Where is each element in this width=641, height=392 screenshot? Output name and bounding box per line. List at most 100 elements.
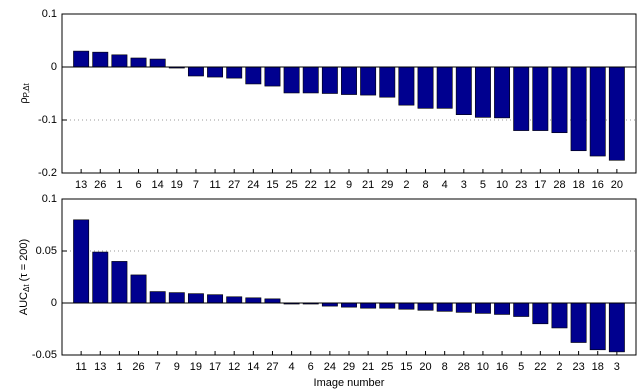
x-tick-label: 8 — [442, 361, 448, 373]
x-axis-label: Image number — [314, 377, 385, 389]
x-tick-label: 27 — [228, 179, 240, 191]
x-tick-label: 7 — [193, 179, 199, 191]
x-tick-label: 29 — [381, 179, 393, 191]
bar — [341, 66, 357, 95]
x-tick-label: 1 — [116, 361, 122, 373]
bar — [264, 66, 281, 87]
x-tick-label: 21 — [362, 179, 374, 191]
bar — [92, 51, 109, 68]
y-tick-label: 0.1 — [42, 8, 57, 20]
x-tick-label: 15 — [400, 361, 412, 373]
x-tick-label: 2 — [403, 179, 409, 191]
bar — [494, 66, 511, 119]
y-axis-label: AUCΔt (τ = 200) — [18, 239, 31, 315]
bar — [494, 302, 511, 315]
x-tick-label: 14 — [247, 361, 259, 373]
x-tick-label: 11 — [75, 361, 86, 373]
bar — [245, 297, 262, 304]
bar — [379, 302, 396, 309]
y-tick-label: 0.1 — [42, 193, 57, 205]
bar — [283, 66, 300, 94]
x-tick-label: 16 — [592, 179, 604, 191]
x-tick-label: 10 — [496, 179, 508, 191]
x-tick-label: 29 — [343, 361, 355, 373]
bar — [302, 66, 319, 94]
x-tick-label: 9 — [174, 361, 180, 373]
x-tick-label: 6 — [308, 361, 314, 373]
plot-area — [62, 199, 636, 355]
x-tick-label: 21 — [362, 361, 374, 373]
x-tick-label: 5 — [518, 361, 524, 373]
bar — [321, 66, 338, 94]
y-axis-label: ρP,Δt — [18, 83, 31, 104]
bar — [111, 54, 128, 68]
bar — [360, 302, 377, 309]
x-tick-label: 28 — [553, 179, 565, 191]
x-tick-label: 23 — [572, 361, 584, 373]
bar — [436, 302, 453, 312]
x-tick-label: 24 — [247, 179, 259, 191]
y-tick-label: 0.05 — [36, 245, 57, 257]
x-tick-label: 26 — [94, 179, 106, 191]
x-tick-label: 18 — [592, 361, 604, 373]
bar — [589, 302, 606, 351]
x-tick-label: 4 — [442, 179, 448, 191]
y-label-suffix: (τ = 200) — [18, 239, 30, 285]
x-tick-label: 25 — [381, 361, 393, 373]
x-tick-label: 22 — [305, 179, 317, 191]
bar — [341, 302, 357, 308]
x-tick-label: 20 — [419, 361, 431, 373]
bar — [417, 302, 434, 311]
x-tick-label: 13 — [75, 179, 87, 191]
bar — [608, 66, 625, 161]
y-tick-label: -0.1 — [38, 114, 57, 126]
x-tick-label: 23 — [515, 179, 527, 191]
bar — [226, 296, 243, 304]
bar — [398, 302, 415, 310]
bar — [455, 302, 472, 313]
bar — [130, 274, 147, 304]
x-tick-label: 25 — [285, 179, 297, 191]
y-tick-label: -0.05 — [32, 349, 57, 361]
x-tick-label: 27 — [266, 361, 278, 373]
bar — [417, 66, 434, 109]
x-tick-label: 19 — [171, 179, 183, 191]
x-tick-label: 7 — [155, 361, 161, 373]
x-tick-label: 16 — [496, 361, 508, 373]
x-tick-label: 15 — [266, 179, 278, 191]
x-tick-label: 20 — [611, 179, 623, 191]
bar — [207, 66, 224, 78]
x-tick-label: 8 — [422, 179, 428, 191]
x-tick-label: 4 — [289, 361, 295, 373]
x-tick-label: 6 — [135, 179, 141, 191]
bar — [187, 66, 204, 77]
bar — [92, 251, 109, 304]
y-label-main: ρ — [18, 97, 30, 103]
bar — [532, 302, 549, 325]
bar — [608, 302, 625, 353]
bar — [513, 302, 530, 317]
bar — [551, 66, 568, 134]
x-tick-label: 13 — [94, 361, 106, 373]
bar — [513, 66, 530, 131]
y-tick-label: -0.2 — [38, 167, 57, 179]
x-tick-label: 2 — [556, 361, 562, 373]
x-tick-label: 28 — [458, 361, 470, 373]
x-tick-label: 24 — [324, 361, 336, 373]
bar — [398, 66, 415, 106]
x-tick-label: 26 — [132, 361, 144, 373]
bar — [551, 302, 568, 329]
bar — [111, 261, 128, 304]
bar — [187, 293, 204, 304]
x-tick-label: 17 — [534, 179, 546, 191]
y-tick-label: 0 — [51, 297, 57, 309]
x-tick-label: 1 — [116, 179, 122, 191]
bar — [149, 291, 166, 304]
x-tick-label: 12 — [228, 361, 240, 373]
axes-box — [61, 198, 637, 356]
x-tick-label: 9 — [346, 179, 352, 191]
bar — [379, 66, 396, 98]
x-tick-label: 14 — [152, 179, 164, 191]
